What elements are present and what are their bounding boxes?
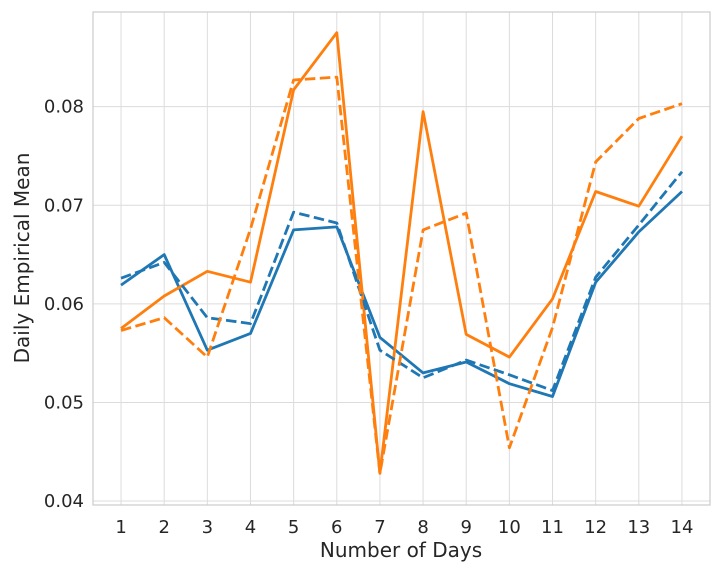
x-tick-label: 6 — [331, 517, 342, 538]
x-tick-label: 4 — [245, 517, 256, 538]
series-orange-solid — [120, 31, 684, 475]
x-axis-label: Number of Days — [319, 538, 483, 562]
x-tick-label: 10 — [498, 517, 521, 538]
y-tick-labels: 0.04 0.05 0.06 0.07 0.08 — [44, 97, 84, 512]
series-orange-dashed — [120, 75, 683, 475]
x-tick-label: 2 — [158, 517, 169, 538]
x-tick-labels: 1 2 3 4 5 6 7 8 9 10 11 12 13 14 — [115, 517, 693, 538]
x-tick-label: 1 — [115, 517, 126, 538]
y-tick-label: 0.04 — [44, 491, 84, 512]
y-axis-label: Daily Empirical Mean — [10, 152, 34, 364]
plot-frame — [92, 11, 711, 506]
x-tick-label: 14 — [671, 517, 694, 538]
x-tick-label: 12 — [584, 517, 607, 538]
x-tick-label: 9 — [460, 517, 471, 538]
y-tick-label: 0.08 — [44, 97, 84, 118]
series-blue-dashed — [120, 170, 684, 393]
x-tick-label: 7 — [374, 517, 385, 538]
y-tick-label: 0.05 — [44, 392, 84, 413]
x-tick-label: 8 — [417, 517, 428, 538]
series-blue-solid — [120, 190, 683, 398]
y-tick-label: 0.06 — [44, 294, 84, 315]
x-tick-label: 11 — [541, 517, 564, 538]
y-tick-label: 0.07 — [44, 195, 84, 216]
x-tick-label: 5 — [288, 517, 299, 538]
x-tick-label: 3 — [202, 517, 213, 538]
x-tick-label: 13 — [627, 517, 650, 538]
data-series — [120, 31, 684, 475]
